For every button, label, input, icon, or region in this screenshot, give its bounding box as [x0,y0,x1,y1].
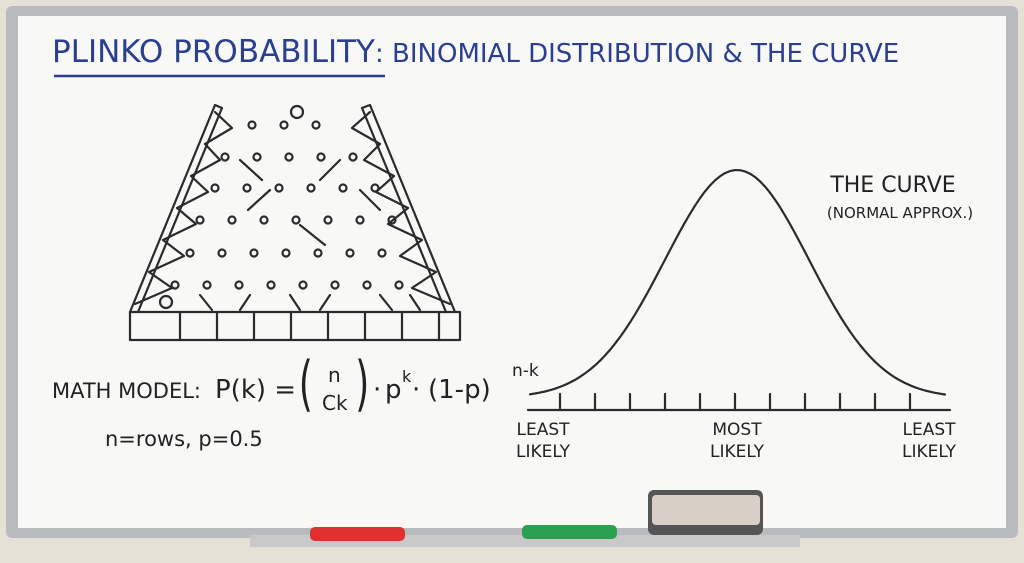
axis-label: LEAST [516,420,570,440]
arrow [298,223,327,247]
arrow [238,158,264,182]
exp-k: k [402,367,412,386]
paren: ) [355,348,369,418]
paren: ( [299,348,313,418]
zigzag [350,110,452,306]
peg [266,280,276,290]
peg [348,152,358,162]
peg [313,248,323,258]
board-surface [18,16,1006,528]
eraser-felt [652,495,760,525]
peg [306,183,316,193]
red-marker [310,527,405,541]
peg [279,120,289,130]
peg [274,183,284,193]
title-main: PLINKO PROBABILITY [52,34,375,70]
peg [394,280,404,290]
math-note: n=rows, p=0.5 [105,427,263,451]
dot: · [373,375,381,405]
arrow [288,293,302,312]
peg [298,280,308,290]
title: PLINKO PROBABILITY: BINOMIAL DISTRIBUTIO… [52,34,899,70]
peg [249,248,259,258]
peg [252,152,262,162]
curve-line [528,169,947,396]
arrow [408,293,422,312]
axis-label: LIKELY [516,442,571,462]
peg [338,183,348,193]
exp-n-k: n-k [512,361,539,381]
axis-label: LEAST [902,420,956,440]
arrow [246,188,272,212]
peg [387,215,397,225]
bell-curve [526,169,952,412]
title-rest: : BINOMIAL DISTRIBUTION & THE CURVE [375,39,899,69]
peg [195,215,205,225]
peg [170,280,180,290]
peg [227,215,237,225]
peg [330,280,340,290]
curve-title: THE CURVE [829,173,955,198]
curve-subtitle: (NORMAL APPROX.) [827,204,973,222]
arrow [198,293,214,312]
zigzag [133,110,234,306]
peg [281,248,291,258]
peg [311,120,321,130]
peg [217,248,227,258]
arrow [318,293,332,312]
peg [355,215,365,225]
plinko-board [128,103,462,342]
green-marker [522,525,617,539]
axis-label: LIKELY [710,442,765,462]
binom-top: n [328,363,341,387]
ball [289,104,305,120]
arrow [378,293,394,312]
binom-bottom: Ck [322,391,348,415]
peg [323,215,333,225]
axis-label: LIKELY [902,442,957,462]
peg [220,152,230,162]
peg [259,215,269,225]
peg [247,120,257,130]
dot: · [412,375,420,405]
slot-base [128,310,462,342]
peg [345,248,355,258]
peg [185,248,195,258]
peg [370,183,380,193]
peg [377,248,387,258]
peg [284,152,294,162]
peg [202,280,212,290]
one-minus-p: (1-p) [428,375,491,405]
axis-label: MOST [712,420,762,440]
peg [210,183,220,193]
peg [362,280,372,290]
ball [158,294,174,310]
peg [242,183,252,193]
peg [234,280,244,290]
peg [291,215,301,225]
arrow [358,188,382,212]
p: p [385,375,402,405]
arrow [238,293,252,312]
math-label: MATH MODEL: [52,379,201,403]
math-lhs: P(k) = [215,375,296,405]
peg [316,152,326,162]
arrow [318,158,342,182]
